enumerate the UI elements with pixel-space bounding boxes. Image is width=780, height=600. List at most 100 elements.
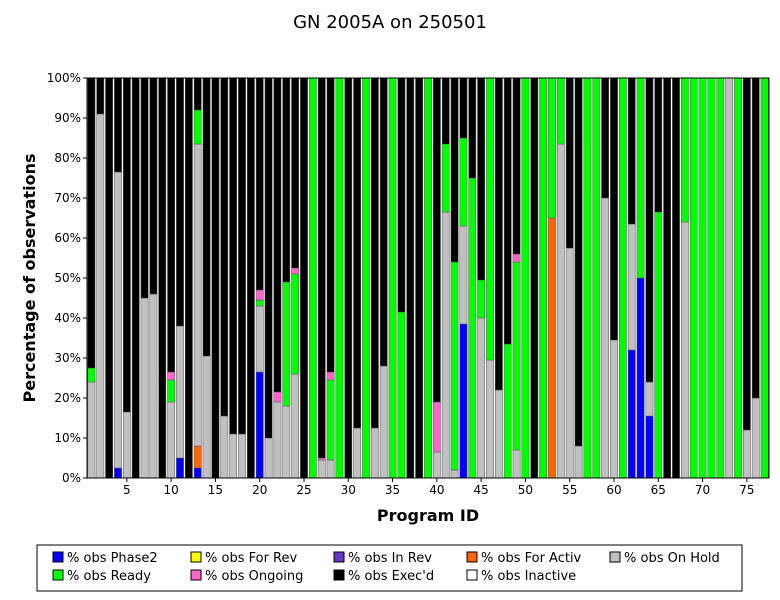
legend-label-for_activ: % obs For Activ: [481, 551, 582, 566]
bar-program-3: [105, 77, 114, 479]
bar-segment-ready-24: [291, 273, 300, 375]
y-tick-label: 80%: [54, 151, 81, 165]
bar-segment-on_hold-42: [450, 469, 459, 479]
bar-program-68: [680, 77, 689, 479]
bar-program-31: [353, 77, 362, 479]
bar-segment-ready-72: [716, 77, 725, 479]
legend-swatch-execd: [333, 569, 345, 581]
bar-program-17: [229, 77, 238, 479]
bar-segment-on_hold-23: [282, 405, 291, 479]
bar-segment-ready-44: [468, 177, 477, 479]
bar-segment-ready-42: [450, 261, 459, 471]
bar-segment-execd-12: [184, 77, 193, 479]
bar-segment-execd-1: [87, 77, 96, 369]
bar-segment-execd-49: [512, 77, 521, 255]
legend-swatch-ready: [52, 569, 64, 581]
bar-segment-on_hold-40: [432, 451, 441, 479]
bar-segment-on_hold-41: [441, 211, 450, 479]
bar-segment-ready-20: [255, 299, 264, 307]
bar-segment-execd-41: [441, 77, 450, 145]
bar-segment-on_hold-5: [122, 411, 131, 479]
bar-program-8: [149, 77, 158, 479]
bar-segment-execd-64: [645, 77, 654, 383]
bar-program-27: [317, 77, 326, 479]
legend-item-phase2: % obs Phase2: [52, 551, 158, 566]
legend-item-ready: % obs Ready: [52, 569, 151, 584]
bar-segment-execd-40: [432, 77, 441, 403]
legend-item-in_rev: % obs In Rev: [333, 551, 432, 566]
bar-program-19: [246, 77, 255, 479]
bar-program-67: [672, 77, 680, 479]
bar-program-21: [264, 77, 273, 479]
bar-segment-on_hold-60: [610, 339, 618, 479]
bar-segment-ready-54: [556, 77, 565, 145]
legend-label-execd: % obs Exec'd: [348, 569, 434, 584]
bar-segment-on_hold-20: [255, 305, 264, 373]
bar-segment-ongoing-28: [326, 371, 335, 381]
bar-segment-execd-45: [477, 77, 486, 281]
bar-program-30: [344, 77, 353, 479]
bar-segment-ready-70: [698, 77, 707, 479]
bar-segment-on_hold-45: [477, 317, 486, 479]
bar-segment-ready-13: [193, 109, 202, 145]
bar-program-63: [636, 77, 645, 479]
legend-item-on_hold: % obs On Hold: [609, 551, 720, 566]
bar-segment-on_hold-10: [167, 401, 176, 479]
bar-segment-phase2-64: [645, 415, 654, 479]
bar-program-4: [114, 77, 122, 479]
bar-segment-phase2-62: [627, 349, 636, 479]
bar-segment-on_hold-11: [176, 325, 184, 459]
x-tick-label: 25: [296, 483, 311, 497]
legend-swatch-for_rev: [190, 551, 202, 563]
x-tick-label: 65: [651, 483, 666, 497]
bar-program-71: [707, 77, 716, 479]
bar-program-28: [326, 77, 335, 479]
bar-segment-ready-10: [167, 379, 176, 403]
y-tick-label: 70%: [54, 191, 81, 205]
bar-segment-phase2-4: [114, 467, 122, 479]
bar-segment-execd-37: [406, 77, 415, 479]
bar-program-29: [335, 77, 344, 479]
bar-segment-execd-31: [353, 77, 362, 429]
bar-program-38: [415, 77, 424, 479]
x-tick-label: 50: [518, 483, 533, 497]
bar-segment-execd-47: [494, 77, 503, 391]
bar-segment-ready-43: [459, 137, 468, 227]
chart-title: GN 2005A on 250501: [293, 12, 487, 33]
bar-program-65: [654, 77, 663, 479]
bar-segment-execd-3: [105, 77, 114, 479]
bar-segment-on_hold-55: [565, 247, 574, 479]
bar-segment-execd-7: [140, 77, 149, 299]
y-tick-label: 0%: [62, 471, 81, 485]
bar-segment-execd-20: [255, 77, 264, 291]
bar-segment-for_activ-13: [193, 445, 202, 469]
bar-segment-execd-22: [273, 77, 282, 393]
legend-label-on_hold: % obs On Hold: [624, 551, 720, 566]
bar-segment-on_hold-31: [353, 427, 362, 479]
bar-segment-execd-60: [610, 77, 618, 341]
bar-program-36: [397, 77, 406, 479]
bar-program-14: [202, 77, 211, 479]
bar-program-66: [663, 77, 672, 479]
bars-group: [86, 77, 770, 479]
bar-program-61: [618, 77, 627, 479]
legend-swatch-phase2: [52, 551, 64, 563]
bar-program-7: [140, 77, 149, 479]
bar-program-10: [167, 77, 176, 479]
x-tick-label: 55: [562, 483, 577, 497]
bar-segment-execd-11: [176, 77, 184, 327]
bar-segment-execd-18: [238, 77, 246, 435]
legend: % obs Phase2 % obs For Rev % obs In Rev % o…: [36, 544, 743, 592]
legend-label-inactive: % obs Inactive: [481, 569, 576, 584]
bar-segment-ongoing-20: [255, 289, 264, 301]
bar-program-5: [122, 77, 131, 479]
y-axis-title: Percentage of observations: [20, 153, 39, 402]
bar-segment-execd-65: [654, 77, 663, 213]
bar-segment-on_hold-13: [193, 143, 202, 447]
legend-swatch-ongoing: [190, 569, 202, 581]
bar-segment-on_hold-75: [742, 429, 751, 479]
bar-program-55: [565, 77, 574, 479]
legend-item-ongoing: % obs Ongoing: [190, 569, 303, 584]
bar-segment-on_hold-21: [264, 437, 273, 479]
bar-segment-execd-16: [220, 77, 229, 417]
